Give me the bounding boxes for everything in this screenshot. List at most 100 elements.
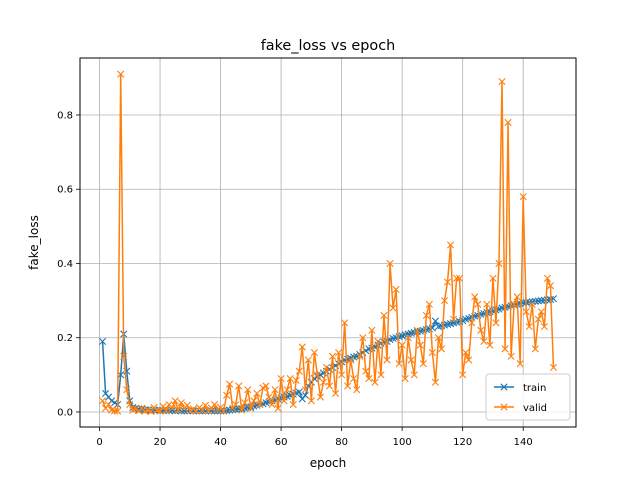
data-point-marker <box>489 274 497 282</box>
data-point-marker <box>268 400 276 409</box>
data-point-marker <box>235 382 243 390</box>
x-tick-label: 80 <box>335 437 348 448</box>
data-point-marker <box>298 343 306 351</box>
data-point-marker <box>377 371 385 379</box>
data-point-marker <box>313 371 321 379</box>
data-point-marker <box>410 371 418 379</box>
data-point-marker <box>380 311 388 320</box>
data-point-marker <box>238 406 246 414</box>
data-point-marker <box>492 319 500 327</box>
data-point-marker <box>483 300 491 308</box>
data-point-marker <box>295 367 303 375</box>
data-point-marker <box>241 399 249 407</box>
data-point-marker <box>510 300 518 308</box>
data-point-marker <box>477 326 485 334</box>
data-point-marker <box>431 317 440 325</box>
data-point-marker <box>437 345 446 353</box>
data-point-marker <box>295 388 303 396</box>
data-point-marker <box>398 341 406 349</box>
legend-box <box>485 373 571 421</box>
data-point-marker <box>123 386 131 394</box>
data-point-marker <box>244 386 252 394</box>
y-axis-label: fake_loss <box>27 215 41 270</box>
data-point-marker <box>456 274 464 282</box>
y-tick-label: 0.6 <box>57 185 73 196</box>
data-point-marker <box>362 367 370 375</box>
data-point-marker <box>419 360 427 368</box>
data-point-marker <box>126 400 134 409</box>
data-point-marker <box>117 70 125 78</box>
data-point-marker <box>425 300 433 308</box>
data-point-marker <box>328 352 337 360</box>
data-point-marker <box>353 386 361 394</box>
data-point-marker <box>177 399 185 407</box>
data-point-marker <box>98 337 107 346</box>
data-point-marker <box>495 259 503 268</box>
data-point-marker <box>365 374 373 383</box>
data-point-marker <box>519 193 527 201</box>
data-point-marker <box>374 337 382 346</box>
ticks: 0 20 40 60 80 100 120 140 0.0 0.2 0.4 0.6 0.8 <box>57 110 533 448</box>
data-point-marker <box>413 326 421 334</box>
data-point-marker <box>474 300 482 308</box>
data-point-marker <box>265 393 273 401</box>
data-point-marker <box>498 77 506 86</box>
data-point-marker <box>253 389 261 397</box>
data-point-marker <box>98 397 107 405</box>
data-point-marker <box>335 348 343 357</box>
data-point-marker <box>301 391 309 399</box>
data-point-marker <box>271 386 279 394</box>
data-point-marker <box>331 389 340 397</box>
data-point-marker <box>368 326 376 334</box>
data-point-marker <box>171 397 179 405</box>
data-point-marker <box>304 356 312 364</box>
data-point-marker <box>111 407 119 415</box>
data-point-marker <box>283 386 291 394</box>
data-point-marker <box>319 378 328 386</box>
data-point-marker <box>528 300 536 308</box>
data-point-marker <box>401 374 409 383</box>
data-point-marker <box>468 319 476 327</box>
data-point-marker <box>289 400 297 409</box>
x-axis-label: epoch <box>310 456 347 470</box>
data-point-marker <box>168 404 176 412</box>
data-point-marker <box>534 315 542 323</box>
data-point-marker <box>156 407 164 415</box>
data-point-marker <box>537 308 545 316</box>
data-point-marker <box>462 348 470 357</box>
legend-label: valid <box>523 403 547 414</box>
y-tick-label: 0.0 <box>57 407 73 418</box>
data-point-marker <box>416 341 424 349</box>
data-point-marker <box>213 406 222 414</box>
data-point-marker <box>404 334 412 342</box>
data-point-marker <box>540 322 548 331</box>
data-point-marker <box>341 319 349 327</box>
data-point-marker <box>500 383 508 391</box>
data-point-marker <box>395 360 403 368</box>
data-point-marker <box>310 348 318 357</box>
data-point-marker <box>223 391 231 399</box>
data-point-marker <box>459 371 467 379</box>
data-point-marker <box>250 397 258 405</box>
data-point-marker <box>534 297 542 305</box>
data-point-marker <box>443 278 452 286</box>
data-point-marker <box>229 406 237 414</box>
data-point-marker <box>504 118 512 126</box>
data-point-marker <box>147 408 155 416</box>
data-point-marker <box>247 404 255 412</box>
plot-frame <box>79 57 577 428</box>
data-point-marker <box>338 371 346 379</box>
data-point-marker <box>537 297 545 305</box>
data-point-marker <box>274 404 282 412</box>
data-point-marker <box>174 406 182 414</box>
data-point-marker <box>500 403 508 411</box>
data-point-marker <box>383 356 391 364</box>
legend-label: train <box>523 383 546 394</box>
data-point-marker <box>280 397 288 405</box>
series-line-valid <box>101 73 555 413</box>
x-tick-label: 100 <box>393 437 412 448</box>
x-tick-label: 120 <box>453 437 472 448</box>
data-point-marker <box>180 407 188 415</box>
data-point-marker <box>301 386 309 394</box>
data-point-marker <box>522 308 530 316</box>
